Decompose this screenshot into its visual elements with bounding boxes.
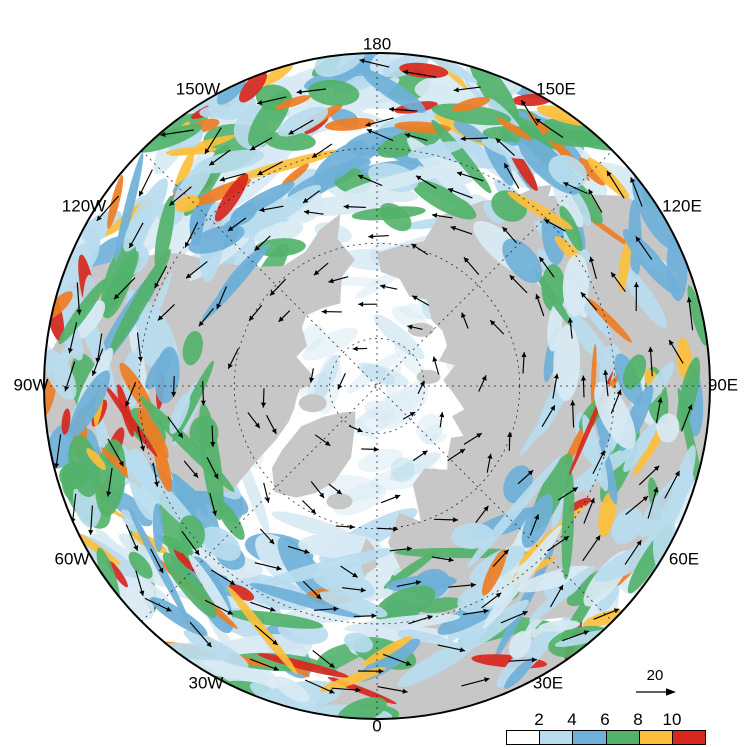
lon-label-30w: 30W <box>189 673 224 692</box>
lon-label-150w: 150W <box>176 79 220 98</box>
lon-label-60w: 60W <box>55 549 90 568</box>
colorbar-segment <box>606 731 640 744</box>
colorbar-tick-label: 8 <box>633 710 643 729</box>
colorbar-tick-label: 10 <box>662 710 682 729</box>
lon-label-90w: 90W <box>14 375 49 394</box>
colorbar-tick-label: 2 <box>534 710 544 729</box>
colorbar-segment <box>573 731 607 744</box>
colorbar-segment <box>639 731 673 744</box>
colorbar-tick-label: 4 <box>567 710 577 729</box>
ref-arrow-head <box>666 688 676 696</box>
map-boundary <box>43 52 711 720</box>
lon-label-60e: 60E <box>669 549 699 568</box>
lon-label-120w: 120W <box>62 196 106 215</box>
colorbar-bar <box>506 730 706 745</box>
longitude-labels: 180 150W 150E 120W 120E 90W 90E 60W 60E … <box>14 34 739 735</box>
wind-vectors <box>54 58 694 694</box>
graticule <box>44 53 710 719</box>
wind-reference-legend: 20 <box>636 667 676 696</box>
colorbar-tick-label: 6 <box>600 710 610 729</box>
lon-label-150e: 150E <box>536 79 576 98</box>
colorbar: 2 4 6 8 10 <box>506 710 706 745</box>
ref-arrow-label: 20 <box>647 667 664 684</box>
lon-label-180: 180 <box>363 34 391 53</box>
colorbar-ticks: 2 4 6 8 10 <box>506 710 706 730</box>
lon-label-30e: 30E <box>533 673 563 692</box>
lon-label-120e: 120E <box>662 196 702 215</box>
colorbar-segment <box>540 731 574 744</box>
colorbar-segment <box>672 731 706 744</box>
lon-label-90e: 90E <box>708 375 738 394</box>
lon-label-0: 0 <box>372 716 381 735</box>
colorbar-segment <box>507 731 541 744</box>
